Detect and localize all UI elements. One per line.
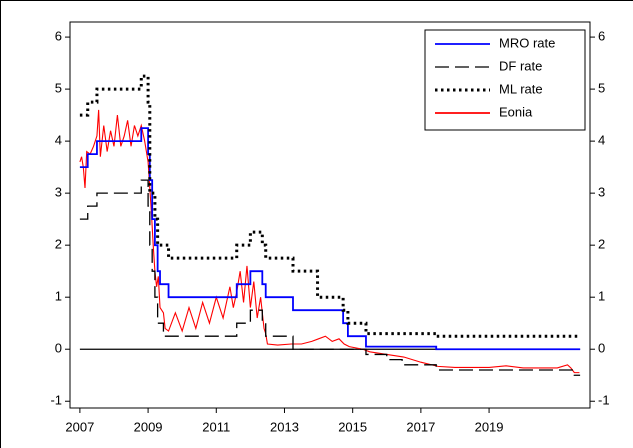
y2-tick-label: 5: [598, 81, 605, 96]
y-tick-label: 4: [55, 133, 62, 148]
x-tick-label: 2007: [65, 419, 94, 434]
y2-tick-label: 6: [598, 29, 605, 44]
series-line: [79, 74, 581, 338]
plot-area: [69, 21, 591, 409]
y2-tick-label: 0: [598, 341, 605, 356]
y-tick-label: 6: [55, 29, 62, 44]
y2-tick-label: 1: [598, 289, 605, 304]
legend-label: ML rate: [499, 81, 543, 96]
y-tick-label: 1: [55, 289, 62, 304]
x-tick-label: 2011: [202, 419, 230, 434]
x-tick-label: 2013: [270, 419, 299, 434]
x-tick-label: 2009: [134, 419, 163, 434]
y-tick-label: 5: [55, 81, 62, 96]
legend-label: MRO rate: [499, 35, 555, 50]
y-tick-label: 3: [55, 185, 62, 200]
y-tick-label: -1: [50, 393, 62, 408]
x-tick-label: 2017: [406, 419, 435, 434]
y-tick-label: 0: [55, 341, 62, 356]
legend-label: DF rate: [499, 58, 542, 73]
y2-tick-label: -1: [598, 393, 610, 408]
y2-tick-label: 3: [598, 185, 605, 200]
legend-label: Eonia: [499, 104, 533, 119]
series-line: [79, 127, 581, 351]
x-tick-label: 2019: [475, 419, 504, 434]
y-tick-label: 2: [55, 237, 62, 252]
x-tick-label: 2015: [338, 419, 367, 434]
series-line: [79, 179, 581, 376]
y2-tick-label: 4: [598, 133, 605, 148]
y2-tick-label: 2: [598, 237, 605, 252]
